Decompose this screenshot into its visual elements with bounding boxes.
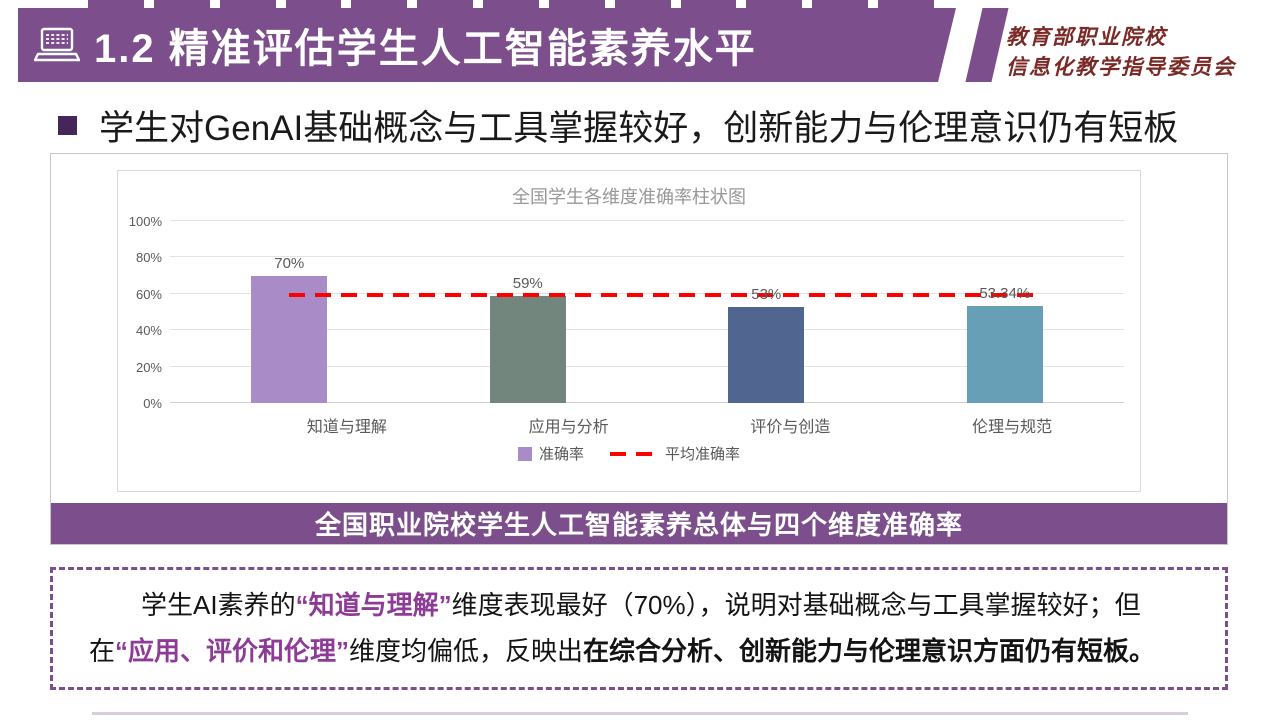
strip-block — [614, 0, 671, 8]
strip-block — [812, 0, 869, 8]
strip-block — [153, 0, 210, 8]
legend-bar-label: 准确率 — [538, 446, 584, 463]
chart-caption-bar: 全国职业院校学生人工智能素养总体与四个维度准确率 — [51, 503, 1227, 544]
headline: 学生对GenAI基础概念与工具掌握较好，创新能力与伦理意识仍有短板 — [58, 100, 1240, 151]
strip-block — [746, 0, 803, 8]
category-label: 评价与创造 — [750, 419, 831, 436]
bar — [966, 305, 1043, 403]
summary-seg-2-highlight: “知道与理解” — [295, 590, 452, 620]
y-axis-tick-label: 0% — [143, 396, 162, 411]
organization-line2: 信息化教学指导委员会 — [1006, 55, 1236, 80]
summary-seg-3: 维度表现最好（70%），说明对基础概念与工具掌握较好；但在 — [89, 590, 1141, 666]
strip-block — [285, 0, 342, 8]
category-label: 应用与分析 — [528, 419, 609, 436]
summary-seg-5: 维度均偏低，反映出 — [349, 635, 584, 666]
average-accuracy-line — [289, 293, 1043, 298]
bullet-square-icon — [58, 116, 77, 135]
chart-title: 全国学生各维度准确率柱状图 — [512, 187, 746, 207]
bar-columns: 70% 59% 53% 53.34% — [170, 221, 1124, 403]
gridline — [170, 402, 1124, 403]
header-decorative-stripe — [965, 8, 1009, 82]
category-label: 知道与理解 — [306, 419, 387, 436]
header-title-bar: 1.2 精准评估学生人工智能素养水平 — [18, 8, 956, 82]
bar-value-label: 53.34% — [979, 284, 1031, 302]
organization-name: 教育部职业院校 信息化教学指导委员会 — [1006, 22, 1272, 83]
page-title: 1.2 精准评估学生人工智能素养水平 — [94, 27, 757, 71]
bar — [728, 306, 805, 403]
bar-column: 59% — [409, 221, 648, 403]
y-axis-tick-label: 60% — [135, 286, 162, 302]
strip-block — [351, 0, 408, 8]
summary-seg-4-highlight: “应用、评价和伦理” — [115, 635, 350, 666]
gridline — [170, 220, 1124, 221]
bar — [489, 295, 566, 403]
summary-seg-1: 学生AI素养的 — [141, 590, 296, 620]
headline-text: 学生对GenAI基础概念与工具掌握较好，创新能力与伦理意识仍有短板 — [99, 109, 1179, 148]
legend-average-label: 平均准确率 — [665, 446, 741, 463]
strip-block — [548, 0, 605, 8]
bottom-decorative-rule — [92, 712, 1188, 715]
gridline — [170, 365, 1124, 367]
chart-plot: 0% 20% 40% 60% 80% 100% 70% 59% 53% 53.34% — [129, 214, 1124, 411]
category-label: 伦理与规范 — [972, 419, 1053, 436]
y-axis-tick-label: 80% — [135, 250, 162, 266]
bar-value-label: 59% — [512, 274, 543, 292]
chart-frame: 全国学生各维度准确率柱状图 0% 20% 40% 60% 80% 100% 70% 59% 53… — [117, 170, 1141, 492]
y-axis-tick-label: 100% — [128, 214, 162, 229]
strip-block — [88, 0, 144, 8]
y-axis-tick-label: 40% — [135, 323, 162, 339]
strip-block — [483, 0, 539, 8]
bar-column: 53% — [647, 221, 886, 403]
category-labels: 知道与理解 应用与分析 评价与创造 伦理与规范 — [236, 413, 1123, 437]
bar-column: 53.34% — [886, 221, 1125, 403]
summary-text: 学生AI素养的“知道与理解”维度表现最好（70%），说明对基础概念与工具掌握较好… — [89, 583, 1189, 674]
chart-card: 全国学生各维度准确率柱状图 0% 20% 40% 60% 80% 100% 70% 59% 53… — [50, 153, 1228, 545]
summary-box: 学生AI素养的“知道与理解”维度表现最好（70%），说明对基础概念与工具掌握较好… — [50, 567, 1228, 690]
legend-bar-swatch — [517, 446, 532, 461]
legend-dashed-line-swatch — [610, 451, 658, 456]
bar-value-label: 53% — [751, 285, 782, 303]
organization-line1: 教育部职业院校 — [1006, 25, 1167, 49]
bar-value-label: 70% — [274, 254, 305, 272]
strip-block — [878, 0, 934, 8]
gridline — [170, 256, 1124, 258]
gridline — [170, 329, 1124, 331]
summary-seg-6-bold: 在综合分析、创新能力与伦理意识方面仍有短板。 — [583, 635, 1156, 666]
top-decorative-strip — [88, 0, 934, 8]
chart-legend: 准确率 平均准确率 — [118, 443, 1140, 464]
y-axis-tick-label: 20% — [135, 359, 162, 375]
laptop-icon — [34, 27, 80, 63]
strip-block — [417, 0, 474, 8]
bar-column: 70% — [170, 221, 409, 403]
strip-block — [680, 0, 737, 8]
strip-block — [219, 0, 276, 8]
